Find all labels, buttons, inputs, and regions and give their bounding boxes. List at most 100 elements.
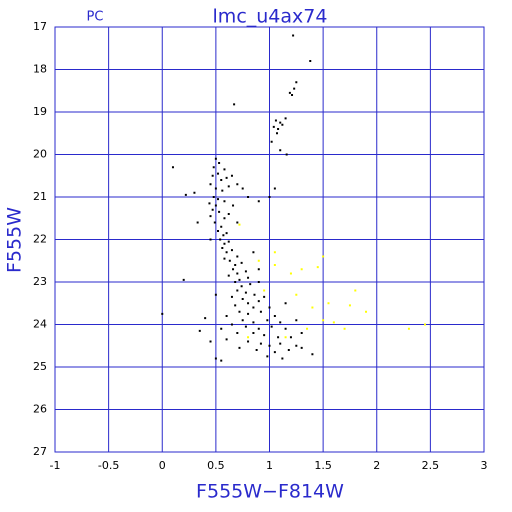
y-tick-label: 21	[33, 190, 47, 203]
point	[348, 304, 351, 307]
point	[228, 259, 231, 262]
y-tick-label: 18	[33, 63, 47, 76]
x-tick-label: 3	[481, 459, 488, 472]
x-tick-label: 1	[266, 459, 273, 472]
point	[276, 132, 279, 135]
point	[270, 140, 273, 143]
x-tick-label: 2	[373, 459, 380, 472]
point	[220, 359, 223, 362]
point	[257, 327, 260, 330]
point	[309, 60, 312, 62]
point	[225, 315, 228, 317]
point	[218, 210, 221, 213]
point	[218, 162, 221, 164]
point	[217, 198, 220, 201]
point	[266, 355, 269, 358]
point	[214, 204, 217, 207]
point	[236, 332, 239, 334]
point	[227, 185, 230, 188]
point	[322, 319, 325, 322]
point	[204, 317, 207, 320]
point	[214, 157, 217, 160]
point	[257, 259, 260, 262]
point	[211, 174, 214, 177]
point	[289, 336, 292, 339]
point	[217, 172, 220, 175]
point	[247, 276, 250, 279]
point	[295, 344, 298, 347]
point	[295, 319, 298, 322]
point	[241, 187, 244, 190]
point	[244, 291, 247, 294]
point	[213, 221, 216, 224]
point	[365, 310, 368, 313]
point	[241, 319, 244, 322]
point	[184, 193, 187, 196]
y-tick-label: 26	[33, 403, 47, 416]
point	[247, 340, 250, 343]
x-axis-label: F555W−F814W	[196, 481, 344, 503]
point	[293, 87, 296, 90]
point	[221, 247, 224, 249]
y-tick-label: 22	[33, 233, 47, 246]
point	[230, 249, 233, 252]
point	[284, 327, 287, 330]
point	[236, 272, 239, 275]
point	[223, 242, 226, 245]
point	[223, 168, 226, 171]
point	[252, 332, 255, 334]
point	[272, 125, 275, 128]
point	[223, 200, 226, 203]
point	[247, 336, 250, 339]
point	[259, 310, 262, 313]
point	[295, 293, 298, 296]
point	[273, 264, 276, 266]
point	[287, 349, 290, 351]
point	[214, 357, 217, 360]
point	[249, 283, 252, 286]
point	[247, 196, 250, 198]
point	[311, 306, 314, 309]
point	[209, 183, 212, 186]
point	[234, 281, 237, 283]
point	[300, 346, 303, 349]
point	[257, 281, 260, 283]
y-tick-label: 20	[33, 148, 47, 161]
point	[252, 321, 255, 324]
point	[259, 342, 262, 345]
point	[227, 240, 230, 243]
point	[222, 234, 225, 237]
y-tick-label: 17	[33, 20, 47, 33]
y-tick-label: 25	[33, 360, 47, 373]
point	[289, 272, 292, 275]
point	[212, 166, 215, 169]
point	[238, 310, 241, 313]
x-tick-label: 0.5	[207, 459, 225, 472]
chart-title: lmc_u4ax74	[213, 6, 328, 28]
point	[322, 255, 325, 258]
point	[277, 336, 280, 339]
y-tick-label: 27	[33, 445, 47, 458]
point	[230, 295, 233, 298]
point	[281, 123, 284, 126]
point	[230, 323, 233, 326]
point	[196, 221, 199, 224]
point	[295, 81, 298, 84]
point	[198, 329, 201, 332]
point	[208, 202, 211, 205]
point	[263, 289, 266, 292]
point	[279, 321, 282, 324]
point	[182, 278, 185, 281]
point	[263, 295, 266, 298]
point	[257, 300, 260, 303]
point	[273, 351, 276, 354]
point	[292, 34, 295, 37]
point	[268, 196, 271, 198]
point	[268, 306, 271, 309]
point	[225, 232, 228, 235]
point	[219, 238, 222, 241]
y-tick-label: 19	[33, 105, 47, 118]
point	[227, 213, 230, 215]
